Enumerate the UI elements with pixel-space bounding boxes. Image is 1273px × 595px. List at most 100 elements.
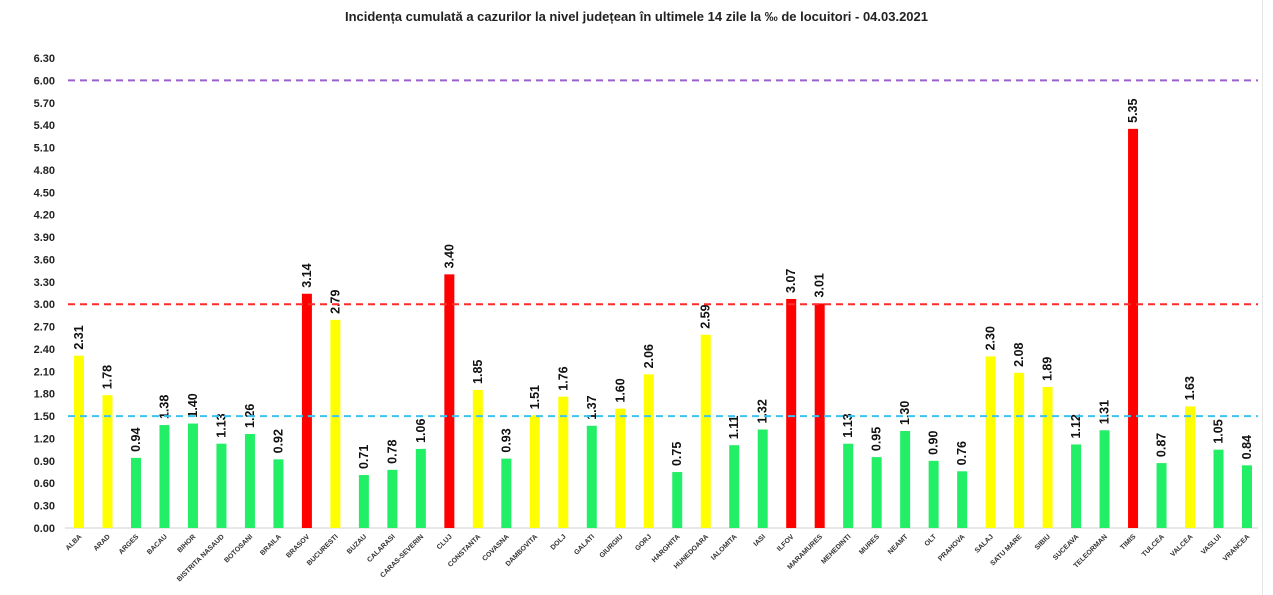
y-tick-label: 1.20	[34, 433, 55, 445]
x-tick-label: CLUJ	[436, 533, 454, 551]
data-label: 1.11	[727, 416, 741, 440]
bar-vaslui	[1213, 449, 1224, 528]
x-tick-label: TIMIS	[1119, 533, 1137, 551]
data-label: 0.95	[870, 427, 884, 451]
bar-ialomita	[729, 445, 740, 528]
data-label: 0.84	[1240, 435, 1254, 459]
data-label: 3.40	[442, 244, 456, 268]
x-tick-label: ARGES	[118, 533, 141, 556]
x-tick-label: PRAHOVA	[937, 533, 966, 562]
bar-giurgiu	[615, 408, 626, 528]
bar-bistrita-nasaud	[216, 443, 227, 528]
bar-vrancea	[1242, 465, 1252, 528]
bar-braila	[273, 459, 284, 528]
data-label: 1.13	[841, 413, 855, 437]
bar-salaj	[985, 356, 996, 528]
x-tick-label: BOTOSANI	[223, 533, 254, 564]
data-label: 1.06	[414, 419, 428, 443]
bar-covasna	[501, 458, 512, 528]
y-tick-label: 0.00	[34, 523, 55, 535]
bar-satu-mare	[1014, 372, 1025, 528]
data-label: 0.71	[357, 445, 371, 469]
x-tick-label: SUCEAVA	[1052, 533, 1080, 561]
y-tick-label: 4.50	[34, 187, 55, 199]
bar-maramures	[814, 303, 825, 528]
data-label: 1.63	[1183, 376, 1197, 400]
x-tick-label: GORJ	[634, 533, 653, 552]
y-tick-label: 4.80	[34, 165, 55, 177]
y-tick-label: 0.60	[34, 478, 55, 490]
chart-title: Incidența cumulată a cazurilor la nivel …	[344, 9, 929, 24]
bar-cluj	[444, 274, 455, 528]
data-label: 1.51	[528, 385, 542, 409]
bar-mehedinti	[843, 443, 854, 528]
y-tick-label: 0.90	[34, 456, 55, 468]
y-tick-label: 3.30	[34, 277, 55, 289]
x-tick-label: MEHEDINTI	[820, 533, 852, 565]
data-label: 0.90	[927, 430, 941, 454]
x-tick-label: MURES	[858, 533, 881, 556]
y-tick-label: 5.70	[34, 98, 55, 110]
bar-timis	[1128, 128, 1139, 528]
bar-ilfov	[786, 298, 797, 528]
bar-botosani	[244, 434, 255, 528]
bar-tulcea	[1156, 463, 1167, 528]
bar-hunedoara	[700, 334, 711, 528]
y-tick-label: 3.60	[34, 254, 55, 266]
data-label: 1.30	[898, 401, 912, 425]
bar-dolj	[558, 396, 569, 528]
bar-olt	[928, 460, 939, 528]
data-label: 1.32	[756, 399, 770, 423]
y-tick-label: 5.40	[34, 120, 55, 132]
data-label: 3.07	[784, 269, 798, 293]
bar-teleorman	[1099, 430, 1110, 528]
data-label: 0.76	[955, 441, 969, 465]
data-label: 1.13	[214, 413, 228, 437]
data-label: 0.92	[271, 429, 285, 453]
x-tick-label: BACAU	[146, 533, 169, 556]
x-tick-label: OLT	[924, 533, 939, 548]
bar-neamt	[900, 431, 911, 528]
x-tick-label: NEAMT	[887, 533, 910, 556]
data-label: 5.35	[1126, 98, 1140, 122]
x-tick-label: ILFOV	[776, 533, 796, 553]
data-label: 1.05	[1212, 419, 1226, 443]
bar-bucuresti	[330, 319, 341, 528]
y-tick-label: 0.30	[34, 501, 55, 513]
data-label: 0.78	[385, 439, 399, 463]
data-label: 1.60	[613, 378, 627, 402]
bar-arad	[102, 395, 113, 528]
data-label: 0.75	[670, 442, 684, 466]
y-tick-label: 2.10	[34, 366, 55, 378]
x-tick-label: BIHOR	[176, 533, 197, 554]
y-tick-label: 5.10	[34, 143, 55, 155]
x-tick-label: GALATI	[573, 533, 596, 556]
bar-arges	[130, 457, 141, 528]
bar-caras-severin	[415, 448, 426, 528]
x-tick-label: SALAJ	[974, 533, 995, 554]
bar-mures	[871, 457, 882, 528]
bar-alba	[74, 355, 84, 528]
bar-prahova	[957, 471, 968, 528]
x-tick-label: COVASNA	[481, 533, 510, 562]
data-label: 1.38	[157, 395, 171, 419]
bar-constanta	[472, 389, 483, 528]
data-label: 2.31	[72, 325, 86, 349]
data-label: 2.08	[1012, 342, 1026, 366]
data-label: 2.79	[328, 289, 342, 313]
data-label: 2.06	[642, 344, 656, 368]
x-tick-label: GIURGIU	[599, 533, 625, 559]
data-label: 0.94	[129, 427, 143, 451]
bar-calarasi	[387, 469, 398, 528]
data-label: 1.40	[186, 393, 200, 417]
data-label: 1.76	[556, 366, 570, 390]
data-label: 1.85	[471, 360, 485, 384]
data-label: 1.78	[100, 365, 114, 389]
x-tick-label: ARAD	[93, 533, 112, 552]
x-tick-label: DOLJ	[550, 533, 568, 551]
bar-bacau	[159, 425, 170, 528]
data-label: 0.87	[1155, 433, 1169, 457]
x-tick-label: HARGHITA	[651, 533, 682, 564]
bar-iasi	[757, 429, 768, 528]
